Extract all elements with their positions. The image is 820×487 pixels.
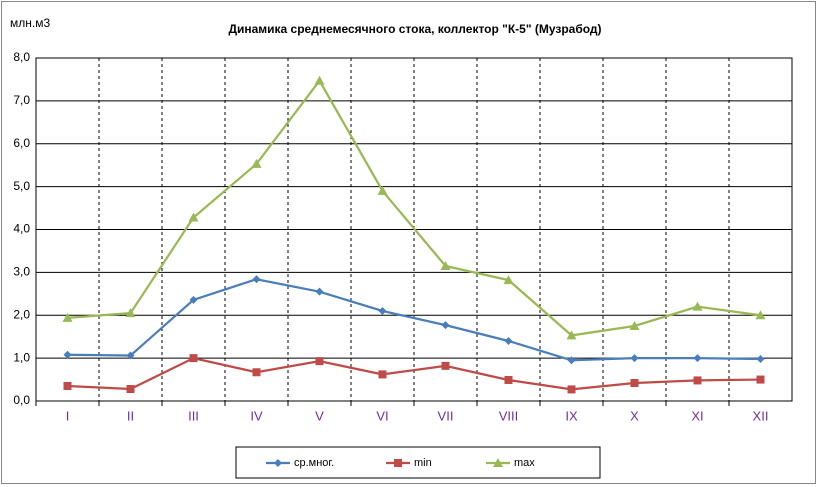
x-tick-label: X bbox=[630, 408, 639, 423]
marker bbox=[630, 354, 639, 363]
marker bbox=[126, 384, 135, 393]
marker bbox=[692, 301, 703, 311]
marker bbox=[566, 330, 577, 340]
x-tick-label: XI bbox=[691, 408, 703, 423]
marker bbox=[504, 375, 513, 384]
marker bbox=[126, 351, 135, 360]
x-tick-label: IX bbox=[565, 408, 578, 423]
marker bbox=[252, 368, 261, 377]
y-tick-label: 5,0 bbox=[13, 179, 30, 193]
marker bbox=[629, 320, 640, 330]
marker bbox=[252, 275, 261, 284]
marker bbox=[378, 370, 387, 379]
series-line bbox=[67, 78, 761, 337]
marker bbox=[251, 158, 262, 168]
marker bbox=[394, 459, 402, 467]
marker bbox=[693, 376, 702, 385]
marker bbox=[377, 185, 388, 195]
y-tick-label: 8,0 bbox=[13, 50, 30, 64]
marker bbox=[189, 354, 198, 363]
marker bbox=[63, 350, 72, 359]
x-tick-label: II bbox=[127, 408, 134, 423]
marker bbox=[315, 357, 324, 366]
y-tick-label: 4,0 bbox=[13, 222, 30, 236]
x-tick-label: VI bbox=[376, 408, 388, 423]
x-tick-label: IV bbox=[250, 408, 263, 423]
marker bbox=[274, 459, 282, 467]
marker bbox=[756, 354, 765, 363]
marker bbox=[755, 310, 766, 320]
marker bbox=[189, 295, 198, 304]
marker bbox=[378, 306, 387, 315]
marker bbox=[441, 361, 450, 370]
y-tick-label: 3,0 bbox=[13, 265, 30, 279]
chart-title: Динамика среднемесячного стока, коллекто… bbox=[228, 22, 601, 36]
legend-label: ср.мног. bbox=[294, 457, 334, 469]
marker bbox=[693, 354, 702, 363]
marker bbox=[493, 458, 503, 467]
x-tick-label: III bbox=[188, 408, 199, 423]
marker bbox=[315, 287, 324, 296]
x-tick-label: I bbox=[66, 408, 70, 423]
legend-label: min bbox=[414, 457, 432, 469]
x-tick-label: XII bbox=[753, 408, 769, 423]
marker bbox=[503, 275, 514, 285]
marker bbox=[441, 321, 450, 330]
marker bbox=[62, 312, 73, 322]
marker bbox=[504, 336, 513, 345]
y-tick-label: 2,0 bbox=[13, 307, 30, 321]
marker bbox=[567, 385, 576, 394]
legend-box bbox=[235, 446, 601, 479]
marker bbox=[567, 356, 576, 365]
marker bbox=[440, 260, 451, 270]
x-tick-label: V bbox=[315, 408, 324, 423]
y-axis-label: млн.м3 bbox=[10, 16, 50, 30]
series-line bbox=[67, 278, 761, 362]
marker bbox=[756, 375, 765, 384]
marker bbox=[63, 381, 72, 390]
x-tick-label: VIII bbox=[499, 408, 519, 423]
y-tick-label: 0,0 bbox=[13, 393, 30, 407]
y-tick-label: 6,0 bbox=[13, 136, 30, 150]
marker bbox=[125, 308, 136, 318]
marker bbox=[630, 378, 639, 387]
marker bbox=[188, 212, 199, 222]
y-tick-label: 1,0 bbox=[13, 350, 30, 364]
legend-label: max bbox=[514, 457, 535, 469]
series-line bbox=[67, 356, 761, 391]
x-tick-label: VII bbox=[438, 408, 454, 423]
marker bbox=[314, 75, 325, 85]
y-tick-label: 7,0 bbox=[13, 93, 30, 107]
